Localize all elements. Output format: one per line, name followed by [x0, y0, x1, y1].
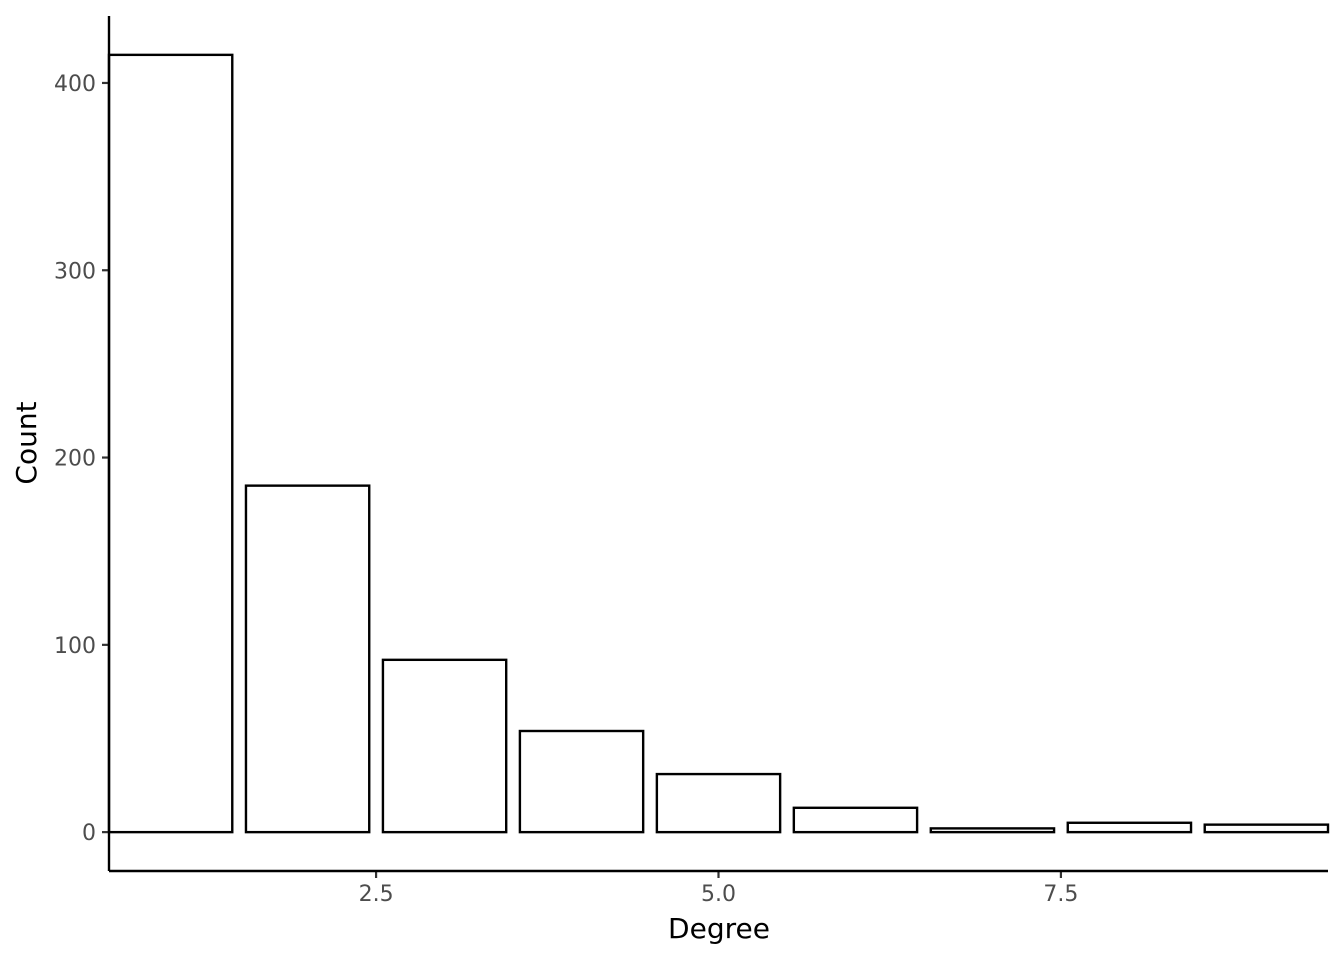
x-axis-title: Degree	[668, 912, 770, 945]
y-axis-title: Count	[10, 401, 43, 484]
bar-degree-6	[792, 806, 919, 834]
y-tick-label: 200	[54, 447, 96, 472]
x-axis-ticks: 2.5 5.0 7.5	[359, 871, 1078, 907]
bar-degree-7	[929, 827, 1056, 834]
y-tick-label: 300	[54, 259, 96, 284]
x-tick-label: 7.5	[1043, 882, 1078, 907]
bar-degree-2	[244, 484, 371, 834]
bar-degree-8	[1066, 821, 1193, 834]
y-tick-label: 400	[54, 72, 96, 97]
y-axis-ticks: 0 100 200 300 400	[54, 72, 109, 846]
bar-degree-9	[1203, 823, 1330, 834]
bar-degree-3	[381, 658, 508, 834]
x-tick-label: 5.0	[701, 882, 736, 907]
bar-degree-1	[107, 53, 234, 834]
x-tick-label: 2.5	[359, 882, 394, 907]
y-tick-label: 100	[54, 634, 96, 659]
bars-group	[107, 53, 1330, 834]
bar-degree-5	[655, 772, 782, 834]
bar-degree-4	[518, 729, 645, 834]
y-tick-label: 0	[82, 821, 96, 846]
